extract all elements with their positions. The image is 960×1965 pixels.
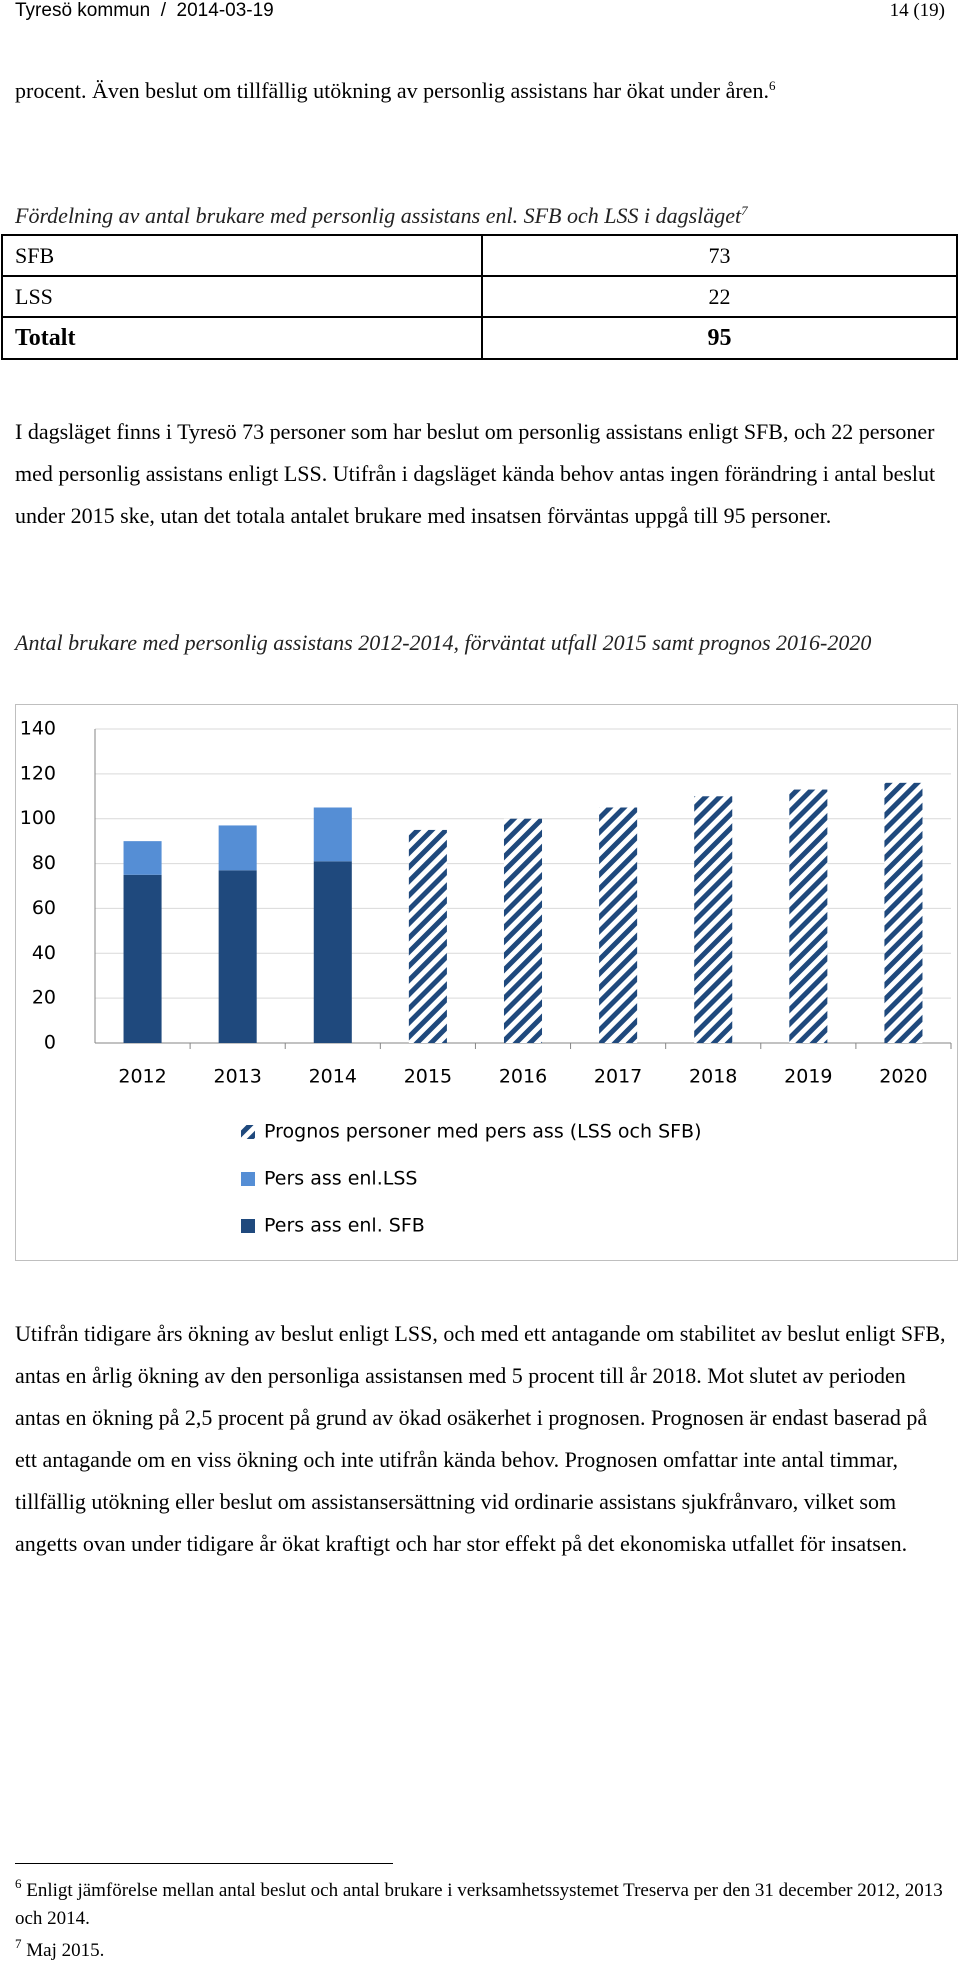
footnote-rule xyxy=(15,1863,393,1864)
chart-box: 0 20 40 60 80 100 120 140 2012 2013 2014 2015 2016 20… xyxy=(15,704,958,1261)
table-row: SFB 73 xyxy=(1,234,958,277)
legend-swatch xyxy=(241,1125,255,1139)
table: SFB 73 LSS 22 Totalt 95 xyxy=(1,234,958,360)
paragraph: I dagsläget finns i Tyresö 73 personer s… xyxy=(15,419,936,528)
x-tick-label: 2018 xyxy=(689,1066,737,1088)
cell: SFB xyxy=(1,234,483,277)
bar-segment xyxy=(599,807,638,1043)
legend-swatch xyxy=(241,1172,255,1186)
footnote: 7 Maj 2015. xyxy=(15,1937,950,1965)
paragraph: Utifrån tidigare års ökning av beslut en… xyxy=(15,1321,946,1556)
bar-segment xyxy=(313,861,352,1043)
legend-label: Pers ass enl.LSS xyxy=(264,1168,417,1190)
x-tick-label: 2014 xyxy=(309,1066,357,1088)
paragraph: procent. Även beslut om tillfällig utökn… xyxy=(15,70,950,112)
bar-segment xyxy=(218,825,257,871)
table-caption: Fördelning av antal brukare med personli… xyxy=(15,196,950,236)
bar-segment xyxy=(218,870,257,1043)
y-tick-label: 80 xyxy=(32,852,56,874)
caption-text: Fördelning av antal brukare med personli… xyxy=(15,203,742,228)
footnote-ref: 7 xyxy=(741,203,748,218)
y-tick-label: 100 xyxy=(20,807,56,829)
table-row: Totalt 95 xyxy=(1,316,958,360)
header-left: Tyresö kommun / 2014-03-19 xyxy=(15,0,274,21)
bar-segment xyxy=(313,807,352,862)
cell: Totalt xyxy=(1,316,483,360)
y-tick-label: 0 xyxy=(44,1032,56,1054)
x-tick-label: 2015 xyxy=(404,1066,452,1088)
x-tick-label: 2013 xyxy=(213,1066,261,1088)
chart: 0 20 40 60 80 100 120 140 2012 2013 2014 2015 2016 20… xyxy=(20,718,952,1237)
legend-label: Pers ass enl. SFB xyxy=(264,1215,425,1237)
bar-segment xyxy=(503,818,543,1043)
x-tick-label: 2017 xyxy=(594,1066,642,1088)
paragraph-text: procent. Även beslut om tillfällig utökn… xyxy=(15,78,769,103)
x-tick-label: 2012 xyxy=(118,1066,166,1088)
y-tick-label: 60 xyxy=(32,897,56,919)
footnote-text: Maj 2015. xyxy=(26,1940,105,1961)
bar-segment xyxy=(123,874,162,1043)
y-tick-label: 140 xyxy=(20,718,56,740)
bar-segment xyxy=(789,789,828,1043)
cell: 95 xyxy=(481,316,958,360)
footnote-ref: 6 xyxy=(768,78,776,93)
footnote-mark: 6 xyxy=(15,1876,22,1891)
bar-segment xyxy=(694,796,733,1043)
header-right: 14 (19) xyxy=(889,0,945,21)
cell: LSS xyxy=(1,275,483,318)
bar-segment xyxy=(408,829,447,1043)
y-tick-label: 20 xyxy=(32,987,56,1009)
cell: 73 xyxy=(481,234,958,277)
y-tick-label: 40 xyxy=(32,942,56,964)
legend-swatch xyxy=(241,1219,255,1233)
bar-segment xyxy=(123,841,162,875)
table-row: LSS 22 xyxy=(1,275,958,318)
x-tick-label: 2020 xyxy=(879,1066,927,1088)
footnote-text: Enligt jämförelse mellan antal beslut oc… xyxy=(15,1880,943,1929)
legend-label: Prognos personer med pers ass (LSS och S… xyxy=(264,1121,702,1143)
bar-segment xyxy=(884,782,923,1043)
footnote: 6 Enligt jämförelse mellan antal beslut … xyxy=(15,1877,950,1933)
chart-caption: Antal brukare med personlig assistans 20… xyxy=(15,630,872,655)
y-tick-label: 120 xyxy=(20,762,56,784)
x-tick-label: 2016 xyxy=(499,1066,547,1088)
x-tick-label: 2019 xyxy=(784,1066,832,1088)
footnote-mark: 7 xyxy=(15,1936,22,1951)
cell: 22 xyxy=(481,275,958,318)
